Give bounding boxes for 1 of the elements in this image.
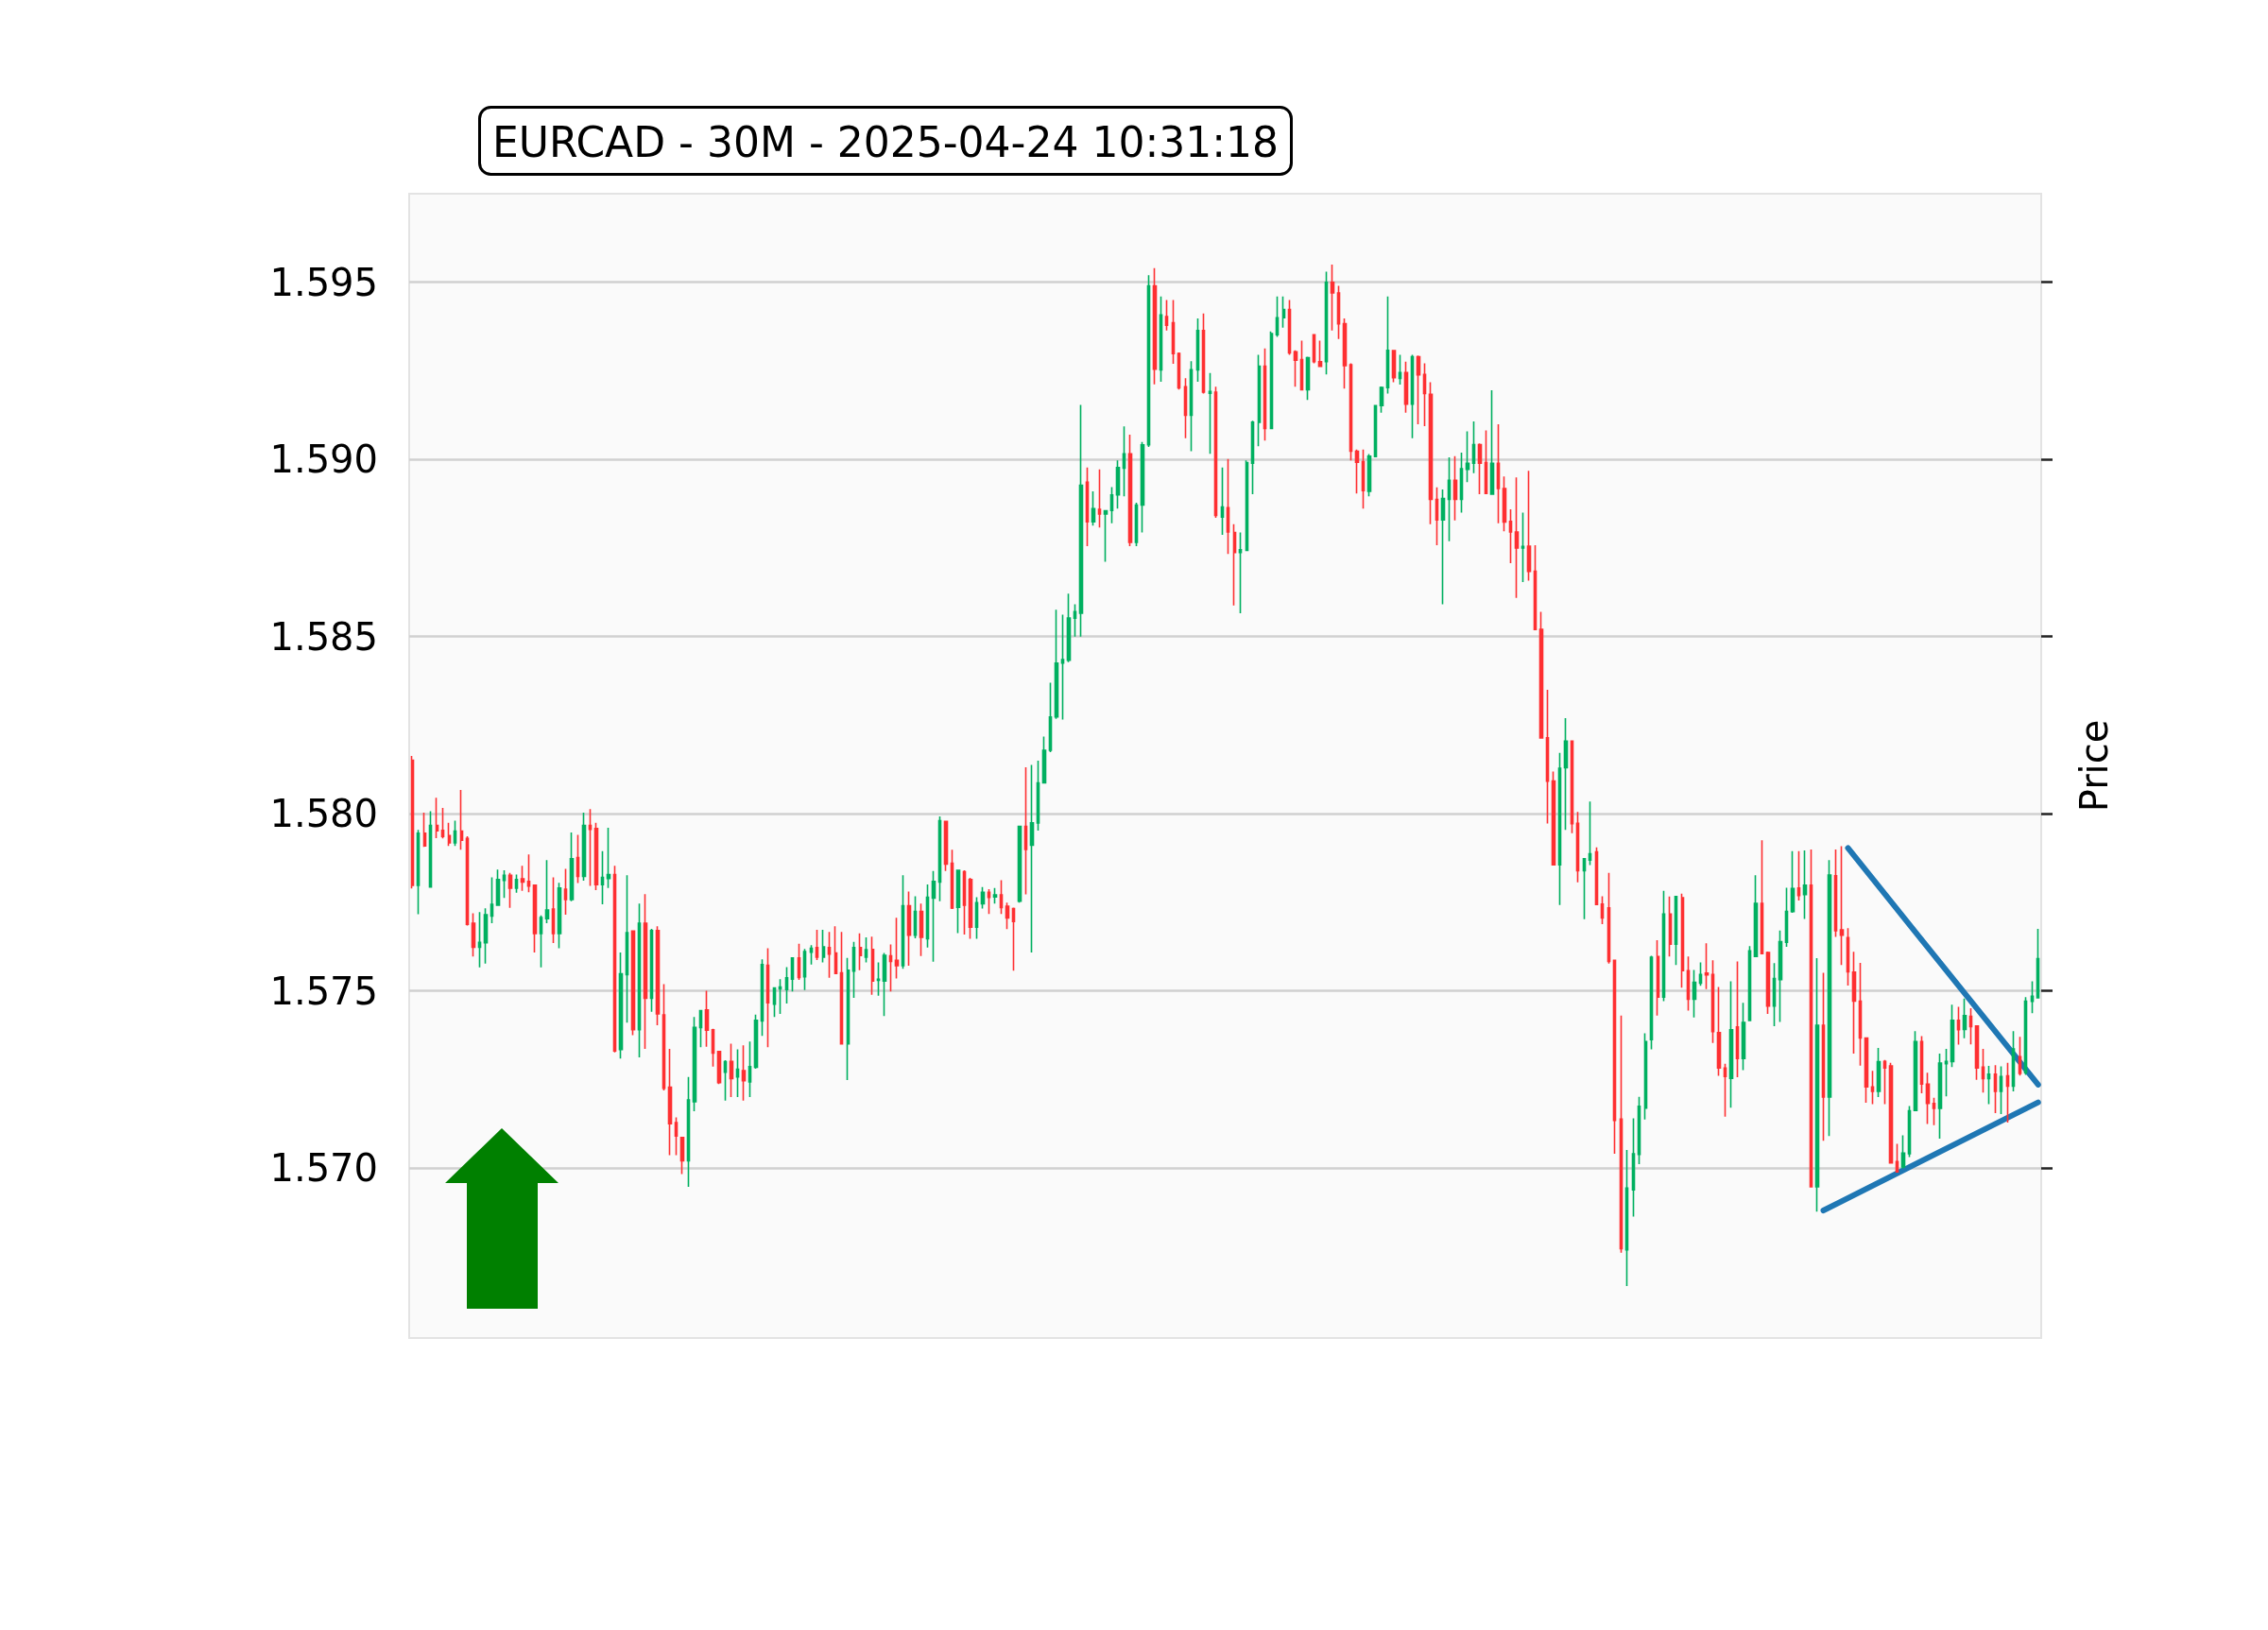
candlestick — [1624, 1149, 1629, 1287]
